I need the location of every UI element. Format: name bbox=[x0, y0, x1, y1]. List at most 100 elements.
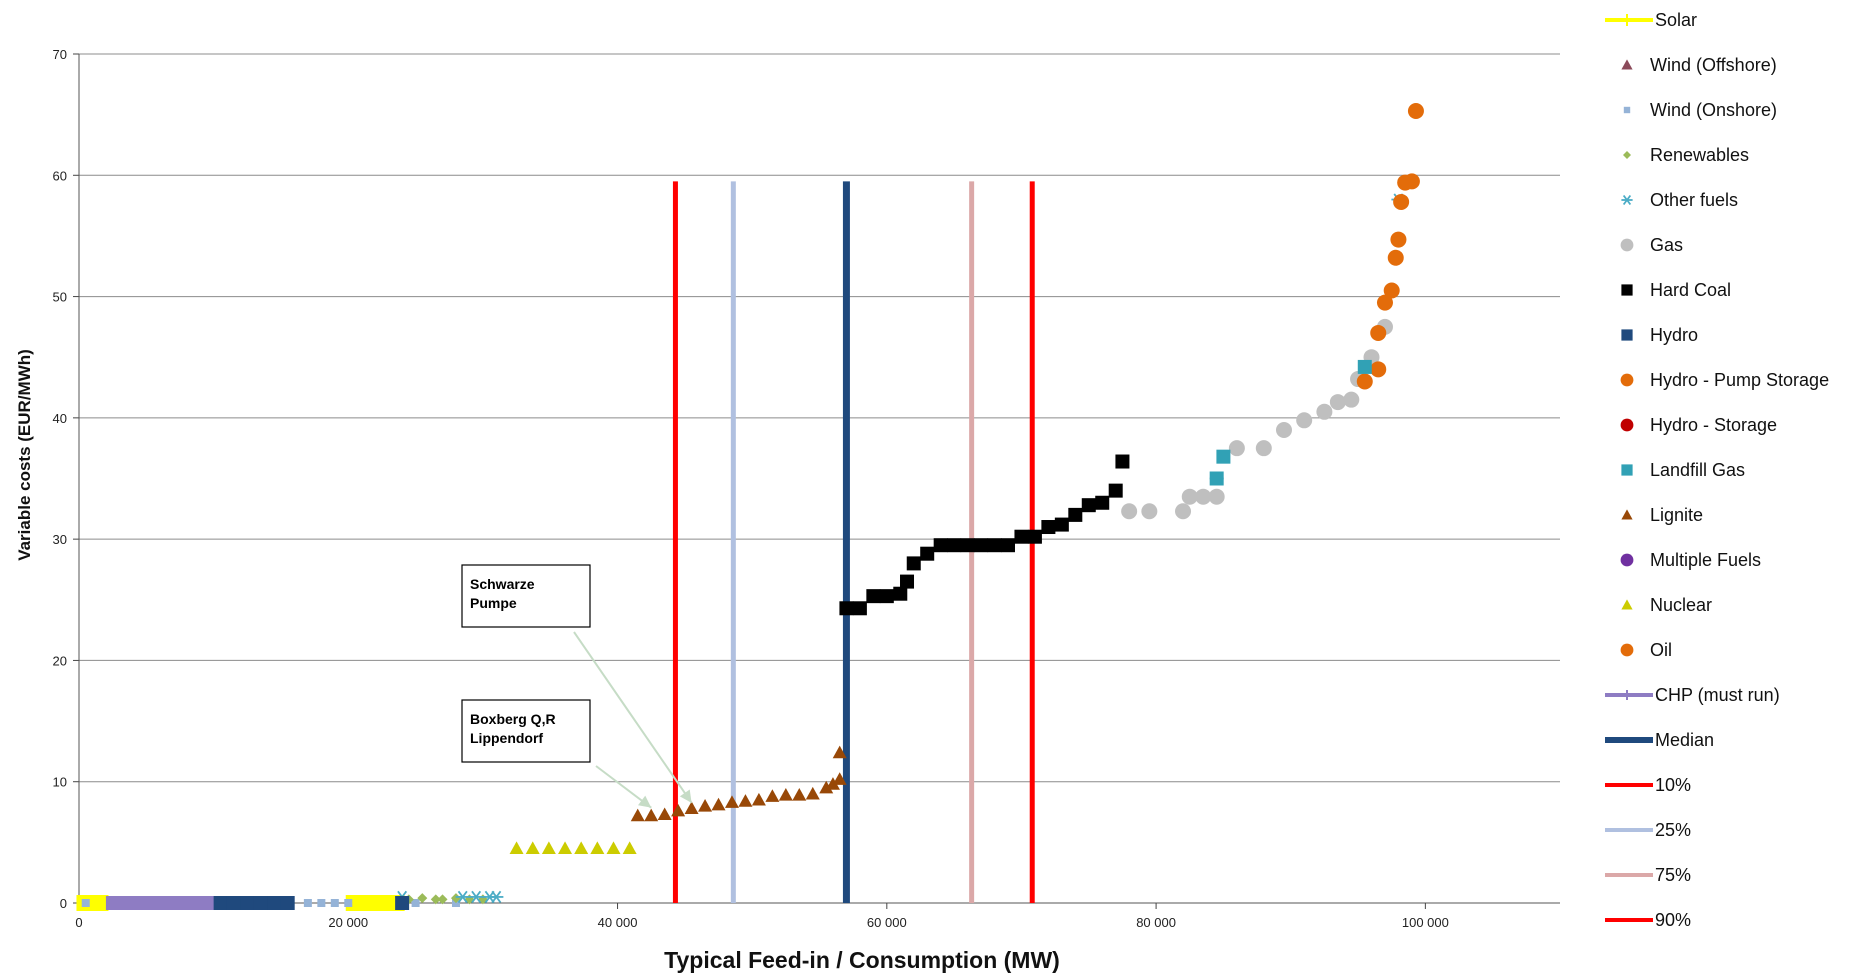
point-nuclear bbox=[622, 841, 637, 855]
point-lignite bbox=[792, 788, 807, 801]
annotation-schwarze-pumpe: Schwarze Pumpe bbox=[461, 564, 693, 804]
annotation-text: Boxberg Q,R bbox=[470, 711, 556, 727]
legend-label: Hydro bbox=[1650, 325, 1698, 345]
gridlines bbox=[79, 53, 1560, 783]
point-gas bbox=[1121, 503, 1138, 520]
legend-swatch bbox=[1621, 329, 1633, 341]
point-lignite bbox=[684, 801, 699, 814]
point-hard-coal bbox=[1081, 498, 1096, 513]
legend-label: Oil bbox=[1650, 640, 1672, 660]
legend-swatch bbox=[1621, 464, 1633, 476]
legend-swatch bbox=[1621, 284, 1633, 296]
point-nuclear bbox=[590, 841, 605, 855]
point-gas bbox=[1329, 394, 1346, 411]
annotation-boxberg: Boxberg Q,R Lippendorf bbox=[461, 699, 652, 809]
point-gas bbox=[1228, 440, 1245, 457]
point-hydro-pump-storage bbox=[1370, 361, 1387, 378]
point-lignite bbox=[711, 797, 726, 811]
point-other-fuels bbox=[455, 890, 470, 904]
point-hydro-pump-storage bbox=[1383, 282, 1400, 299]
point-lignite bbox=[825, 777, 840, 790]
x-tick-label: 100 000 bbox=[1402, 915, 1449, 930]
point-other-fuels bbox=[469, 890, 484, 904]
legend-item-wind-onshore: Wind (Onshore) bbox=[1623, 100, 1777, 120]
legend-item-hydro: Hydro bbox=[1621, 325, 1698, 345]
annotation-text: Lippendorf bbox=[470, 730, 543, 746]
legend-label: 25% bbox=[1655, 820, 1691, 840]
point-landfill-gas bbox=[1357, 359, 1372, 374]
legend-label: Lignite bbox=[1650, 505, 1703, 525]
annotation-arrowhead bbox=[679, 789, 692, 803]
legend-item-median: Median bbox=[1605, 730, 1714, 750]
legend-label: Hydro - Pump Storage bbox=[1650, 370, 1829, 390]
legend-label: Solar bbox=[1655, 10, 1697, 30]
point-lignite bbox=[698, 798, 713, 812]
x-tick-label: 0 bbox=[75, 915, 82, 930]
point-renewables bbox=[437, 894, 448, 905]
point-wind-onshore bbox=[317, 899, 326, 907]
legend-label: Other fuels bbox=[1650, 190, 1738, 210]
legend-item-90: 90% bbox=[1605, 910, 1691, 930]
legend-label: Multiple Fuels bbox=[1650, 550, 1761, 570]
data-markers bbox=[76, 103, 1424, 911]
point-hydro-pump-storage bbox=[1393, 193, 1410, 210]
legend-item-multiple-fuels: Multiple Fuels bbox=[1620, 550, 1761, 570]
point-wind-onshore bbox=[330, 899, 339, 907]
annotation-box bbox=[461, 699, 591, 763]
y-tick-label: 10 bbox=[53, 775, 67, 790]
legend-swatch bbox=[1623, 151, 1631, 159]
legend-label: Landfill Gas bbox=[1650, 460, 1745, 480]
y-tick-label: 0 bbox=[60, 896, 67, 911]
point-wind-onshore bbox=[303, 899, 312, 907]
legend-label: Wind (Offshore) bbox=[1650, 55, 1777, 75]
legend-swatch bbox=[1623, 106, 1631, 114]
legend-item-landfill-gas: Landfill Gas bbox=[1621, 460, 1745, 480]
y-tick-label: 60 bbox=[53, 168, 67, 183]
point-hard-coal bbox=[920, 546, 935, 561]
x-tick-label: 80 000 bbox=[1136, 915, 1176, 930]
point-gas bbox=[1141, 503, 1158, 520]
point-lignite bbox=[832, 772, 847, 785]
legend-item-other-fuels: Other fuels bbox=[1621, 190, 1738, 210]
point-landfill-gas bbox=[1216, 449, 1231, 464]
legend-item-lignite: Lignite bbox=[1621, 505, 1703, 525]
point-hard-coal bbox=[1000, 538, 1015, 553]
point-hydro-pump-storage bbox=[1370, 324, 1387, 341]
legend-item-oil: Oil bbox=[1620, 640, 1672, 660]
point-hard-coal bbox=[893, 586, 908, 601]
point-wind-onshore bbox=[411, 899, 420, 907]
point-hard-coal bbox=[1054, 517, 1069, 532]
point-lignite bbox=[738, 794, 753, 807]
point-hydro-pump-storage bbox=[1356, 373, 1373, 390]
point-hydro-pump-storage bbox=[1376, 294, 1393, 311]
point-hard-coal bbox=[852, 601, 867, 616]
y-axis-title: Variable costs (EUR/MWh) bbox=[15, 349, 34, 561]
point-hard-coal bbox=[947, 538, 962, 553]
legend-label: Nuclear bbox=[1650, 595, 1712, 615]
point-lignite bbox=[644, 808, 659, 822]
point-hard-coal bbox=[906, 556, 921, 571]
y-tick-label: 40 bbox=[53, 411, 67, 426]
point-hydro bbox=[240, 896, 255, 910]
legend-label: Median bbox=[1655, 730, 1714, 750]
legend-item-solar: Solar bbox=[1605, 10, 1697, 30]
point-lignite bbox=[751, 792, 766, 806]
point-hard-coal bbox=[1108, 483, 1123, 498]
point-hydro-pump-storage bbox=[1403, 173, 1420, 190]
point-gas bbox=[1208, 488, 1225, 505]
point-hard-coal bbox=[1027, 529, 1042, 544]
legend-item-nuclear: Nuclear bbox=[1621, 595, 1712, 615]
point-lignite bbox=[724, 795, 739, 808]
point-wind-onshore bbox=[344, 899, 353, 907]
point-other-fuels bbox=[489, 890, 504, 904]
axes: 0 10 20 30 40 50 60 70 0 20 000 40 000 60 000 80 000… bbox=[53, 47, 1560, 930]
point-hydro bbox=[253, 896, 268, 910]
legend-label: Hydro - Storage bbox=[1650, 415, 1777, 435]
point-hard-coal bbox=[866, 589, 881, 604]
point-gas bbox=[1296, 412, 1313, 429]
point-hydro bbox=[280, 896, 295, 910]
point-solar bbox=[76, 895, 109, 911]
annotation-text: Pumpe bbox=[470, 595, 517, 611]
legend-item-hard-coal: Hard Coal bbox=[1621, 280, 1731, 300]
annotation-arrowhead bbox=[638, 795, 652, 808]
